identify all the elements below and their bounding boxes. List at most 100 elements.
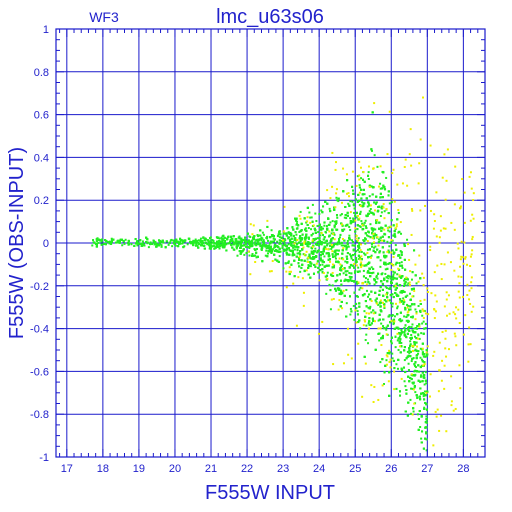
scatter-point-green: [112, 238, 115, 241]
scatter-point-green: [158, 240, 161, 243]
scatter-point-green: [299, 250, 302, 253]
scatter-point-green: [238, 250, 241, 253]
scatter-point-green: [417, 305, 420, 308]
scatter-point-green: [425, 415, 428, 418]
scatter-point-green: [391, 314, 394, 317]
scatter-point-green: [258, 238, 261, 241]
scatter-point-green: [399, 333, 402, 336]
scatter-point-green: [308, 242, 311, 245]
scatter-point-green: [321, 260, 324, 263]
scatter-point-green: [411, 387, 414, 390]
scatter-point-green: [218, 237, 221, 240]
scatter-point-green: [414, 366, 417, 369]
scatter-point-green: [301, 243, 304, 246]
scatter-point-green: [99, 239, 102, 242]
scatter-point-green: [374, 348, 377, 351]
scatter-point-green: [385, 326, 388, 329]
scatter-point-green: [346, 211, 349, 214]
scatter-point-green: [370, 254, 373, 257]
scatter-point-green: [363, 193, 366, 196]
scatter-point-green: [279, 250, 282, 253]
scatter-point-green: [346, 239, 349, 242]
scatter-point-green: [360, 220, 363, 223]
scatter-point-green: [331, 266, 334, 269]
scatter-point-green: [95, 238, 98, 241]
scatter-point-green: [357, 254, 360, 257]
scatter-point-green: [300, 238, 303, 241]
scatter-point-green: [106, 240, 109, 243]
scatter-point-green: [280, 236, 283, 239]
scatter-point-green: [351, 185, 354, 188]
scatter-point-green: [267, 249, 270, 252]
scatter-point-green: [291, 226, 294, 229]
scatter-point-green: [407, 375, 410, 378]
scatter-point-green: [92, 239, 95, 242]
scatter-point-green: [320, 243, 323, 246]
scatter-point-green: [321, 268, 324, 271]
scatter-point-green: [197, 239, 200, 242]
scatter-point-green: [160, 245, 163, 248]
scatter-point-green: [367, 322, 370, 325]
scatter-point-green: [407, 319, 410, 322]
scatter-point-green: [350, 276, 353, 279]
scatter-point-green: [119, 238, 122, 241]
scatter-point-green: [392, 323, 395, 326]
scatter-point-green: [380, 310, 383, 313]
scatter-point-green: [308, 264, 311, 267]
scatter-point-green: [369, 208, 372, 211]
scatter-point-green: [397, 327, 400, 330]
scatter-point-green: [411, 271, 414, 274]
scatter-point-green: [393, 315, 396, 318]
scatter-point-green: [184, 239, 187, 242]
scatter-point-green: [420, 374, 423, 377]
scatter-point-green: [298, 241, 301, 244]
scatter-point-green: [415, 354, 418, 357]
scatter-point-green: [333, 233, 336, 236]
scatter-point-green: [350, 310, 353, 313]
scatter-point-green: [384, 272, 387, 275]
scatter-point-green: [341, 257, 344, 260]
scatter-point-green: [367, 171, 370, 174]
scatter-point-green: [141, 240, 144, 243]
scatter-point-green: [222, 239, 225, 242]
scatter-point-green: [368, 248, 371, 251]
scatter-point-green: [310, 234, 313, 237]
scatter-point-green: [371, 232, 374, 235]
scatter-point-green: [241, 244, 244, 247]
scatter-point-green: [337, 249, 340, 252]
scatter-point-green: [387, 190, 390, 193]
scatter-point-green: [383, 261, 386, 264]
scatter-point-green: [281, 247, 284, 250]
scatter-point-green: [395, 363, 398, 366]
scatter-point-green: [379, 305, 382, 308]
scatter-point-green: [387, 315, 390, 318]
scatter-point-green: [395, 261, 398, 264]
scatter-point-green: [356, 313, 359, 316]
scatter-point-green: [381, 334, 384, 337]
scatter-point-green: [367, 306, 370, 309]
scatter-point-green: [391, 357, 394, 360]
scatter-point-green: [416, 413, 419, 416]
scatter-point-green: [315, 219, 318, 222]
scatter-point-green: [406, 303, 409, 306]
scatter-point-green: [426, 390, 429, 393]
scatter-point-green: [312, 256, 315, 259]
scatter-point-green: [333, 264, 336, 267]
scatter-point-green: [357, 266, 360, 269]
scatter-point-green: [271, 248, 274, 251]
scatter-point-green: [246, 245, 249, 248]
scatter-point-green: [421, 351, 424, 354]
scatter-point-green: [172, 239, 175, 242]
scatter-point-green: [423, 383, 426, 386]
scatter-point-green: [266, 239, 269, 242]
scatter-point-green: [181, 242, 184, 245]
scatter-point-green: [387, 229, 390, 232]
scatter-point-green: [295, 217, 298, 220]
scatter-point-green: [382, 283, 385, 286]
scatter-point-green: [370, 311, 373, 314]
scatter-point-green: [281, 244, 284, 247]
scatter-point-green: [383, 278, 386, 281]
scatter-point-green: [270, 241, 273, 244]
scatter-point-green: [215, 244, 218, 247]
scatter-point-green: [424, 401, 427, 404]
